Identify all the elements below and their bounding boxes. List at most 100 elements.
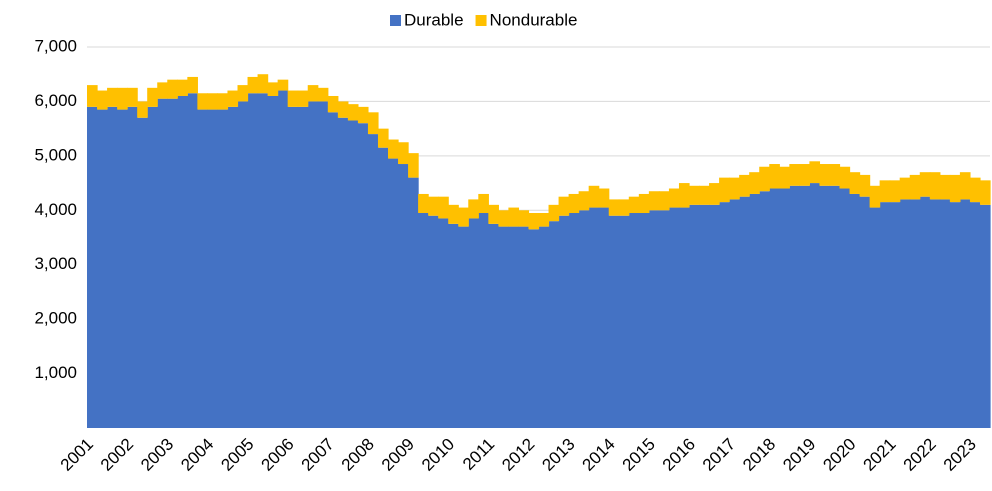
bar-segment <box>939 199 951 428</box>
bar-segment <box>879 202 891 428</box>
bar-segment <box>187 93 198 428</box>
bar-segment <box>528 213 540 230</box>
bar-segment <box>287 90 299 107</box>
y-tick-label: 7,000 <box>34 36 77 55</box>
bar-segment <box>779 166 790 189</box>
bar-segment <box>418 193 429 214</box>
bar-segment <box>367 134 379 429</box>
bar-segment <box>568 213 580 428</box>
x-tick-label: 2021 <box>859 435 899 475</box>
bar-segment <box>518 210 530 227</box>
bar-segment <box>347 120 359 428</box>
bar-segment <box>357 123 369 428</box>
bar-segment <box>247 93 259 428</box>
bar-segment <box>668 207 680 428</box>
bar-segment <box>699 204 710 428</box>
y-tick-label: 6,000 <box>34 91 77 110</box>
bar-segment <box>448 204 459 224</box>
x-tick-label: 2012 <box>498 435 538 475</box>
bar-segment <box>799 164 810 186</box>
bar-segment <box>388 139 399 159</box>
bar-segment <box>428 215 439 428</box>
bar-segment <box>618 215 630 428</box>
x-tick-label: 2014 <box>579 435 619 475</box>
bar-segment <box>809 161 821 184</box>
x-tick-label: 2008 <box>338 435 378 475</box>
bar-segment <box>658 191 670 211</box>
bar-segment <box>658 210 670 428</box>
bar-segment <box>207 93 219 110</box>
bar-segment <box>979 180 991 205</box>
bar-segment <box>247 76 259 94</box>
x-tick-label: 2020 <box>819 435 859 475</box>
bar-segment <box>949 174 961 203</box>
bar-segment <box>388 158 399 429</box>
bar-segment <box>307 85 319 102</box>
bar-segment <box>879 180 891 203</box>
bar-segment <box>628 196 640 214</box>
x-tick-label: 2002 <box>97 435 137 475</box>
bar-segment <box>548 204 560 222</box>
bar-segment <box>117 87 128 110</box>
bar-segment <box>839 166 851 189</box>
bar-segment <box>598 188 610 208</box>
bar-segment <box>929 199 941 428</box>
bar-segment <box>598 207 610 428</box>
bar-segment <box>157 82 168 99</box>
bar-segment <box>689 185 700 205</box>
bar-segment <box>859 174 871 197</box>
bar-segment <box>167 98 178 428</box>
bar-segment <box>859 196 871 428</box>
x-tick-label: 2022 <box>900 435 940 475</box>
bar-segment <box>729 199 740 428</box>
bar-segment <box>979 204 991 428</box>
bar-segment <box>959 172 971 200</box>
bar-segment <box>779 188 790 428</box>
bar-segment <box>949 202 961 428</box>
y-tick-label: 4,000 <box>34 200 77 219</box>
bar-segment <box>719 202 730 428</box>
bar-segment <box>458 226 469 428</box>
bar-segment <box>709 204 720 428</box>
bar-segment <box>428 196 439 216</box>
bar-segment <box>678 207 690 428</box>
bar-segment <box>127 106 138 428</box>
bar-segment <box>689 204 700 428</box>
bar-segment <box>207 109 219 428</box>
y-tick-label: 1,000 <box>34 363 77 382</box>
bar-segment <box>628 213 640 428</box>
bar-segment <box>538 213 550 227</box>
bar-segment <box>749 193 760 428</box>
bar-segment <box>458 207 469 227</box>
bar-segment <box>899 177 911 200</box>
bar-segment <box>889 202 901 428</box>
bar-segment <box>789 164 800 186</box>
bar-segment <box>578 191 590 211</box>
bar-segment <box>267 82 279 96</box>
bar-segment <box>618 199 630 216</box>
bar-segment <box>398 142 409 165</box>
bar-segment <box>849 172 861 194</box>
bar-segment <box>377 147 389 428</box>
bar-segment <box>157 98 168 428</box>
bar-segment <box>568 193 580 214</box>
bar-segment <box>177 95 188 428</box>
bar-segment <box>137 117 148 428</box>
bar-segment <box>478 213 489 428</box>
bar-segment <box>558 215 570 428</box>
bar-segment <box>498 210 509 227</box>
bar-segment <box>538 226 550 428</box>
bar-segment <box>759 166 770 192</box>
bar-segment <box>488 223 499 428</box>
bar-segment <box>357 106 369 124</box>
bar-segment <box>167 79 178 99</box>
bar-segment <box>317 87 329 102</box>
bar-segment <box>869 185 881 208</box>
bar-segment <box>468 199 479 219</box>
bar-segment <box>829 164 841 186</box>
bar-segment <box>668 188 680 208</box>
legend-swatch <box>475 15 487 26</box>
bar-segment <box>197 93 208 110</box>
bar-segment <box>518 226 530 428</box>
